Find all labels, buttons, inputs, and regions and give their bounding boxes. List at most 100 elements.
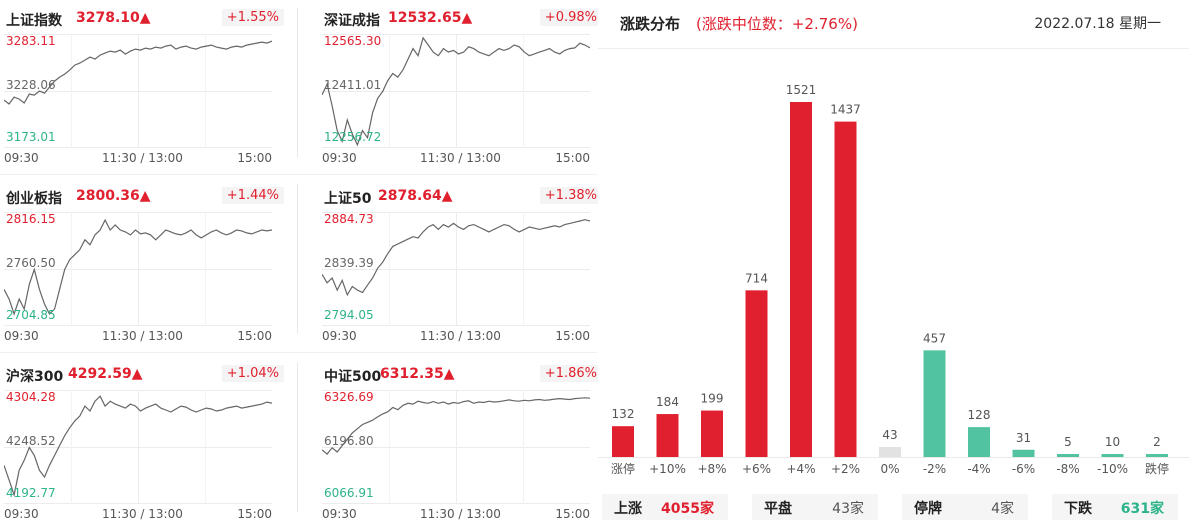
distribution-bar [612, 426, 634, 457]
summary-label: 上涨 [614, 501, 642, 517]
index-panel[interactable]: 上证50 2878.64▲ +1.38% 2884.73 2839.39 2794.05 0… [318, 178, 608, 354]
distribution-bar [834, 121, 857, 457]
axis-label-lo: 3173.01 [6, 130, 56, 144]
bar-value-label: 457 [923, 331, 946, 345]
time-label: 09:30 [322, 507, 357, 521]
index-name: 深证成指 [324, 13, 380, 29]
index-panels: 上证指数 3278.10▲ +1.55% 3283.11 3228.06 3173.01 0… [0, 0, 602, 523]
time-label: 09:30 [4, 329, 39, 343]
bar-value-label: 714 [745, 271, 768, 285]
bar-value-label: 132 [612, 407, 635, 421]
distribution-bar [879, 446, 901, 457]
summary-value: 4055家 [661, 501, 714, 517]
bar-category-label: +8% [697, 462, 726, 476]
index-header: 深证成指 12532.65▲ +0.98% [324, 9, 602, 30]
divider [297, 8, 298, 158]
distribution-bar [1012, 449, 1035, 457]
index-panel[interactable]: 沪深300 4292.59▲ +1.04% 4304.28 4248.52 4192.77… [0, 356, 290, 532]
axis-label-mid: 4248.52 [6, 434, 56, 448]
bar-value-label: 10 [1105, 435, 1120, 449]
distribution-panel: 涨跌分布 (涨跌中位数：+2.76%) 2022.07.18 星期一 132 涨停… [598, 0, 1189, 523]
index-panel[interactable]: 中证500 6312.35▲ +1.86% 6326.69 6196.80 6066.91… [318, 356, 608, 532]
axis-label-mid: 2839.39 [324, 256, 374, 270]
divider [0, 174, 597, 175]
axis-label-hi: 4304.28 [6, 390, 56, 404]
index-change-badge: +1.44% [221, 187, 284, 204]
distribution-bar [790, 102, 812, 457]
time-label: 11:30 / 13:00 [420, 329, 501, 343]
time-label: 15:00 [237, 151, 272, 165]
bar-category-label: -4% [967, 462, 990, 476]
axis-label-mid: 12411.01 [324, 78, 382, 92]
index-change-badge: +1.86% [539, 365, 602, 382]
bar-value-label: 199 [701, 392, 724, 406]
index-intraday-chart: 12565.30 12411.01 12256.72 [322, 34, 590, 148]
time-label: 15:00 [237, 329, 272, 343]
bar-category-label: +6% [742, 462, 771, 476]
index-panel[interactable]: 深证成指 12532.65▲ +0.98% 12565.30 12411.01 12256… [318, 0, 608, 176]
summary-value: 43家 [832, 501, 864, 517]
axis-label-hi: 2816.15 [6, 212, 56, 226]
summary-value: 631家 [1120, 501, 1164, 517]
time-label: 09:30 [4, 151, 39, 165]
time-axis: 09:30 11:30 / 13:00 15:00 [322, 151, 590, 167]
bar-category-label: +4% [786, 462, 815, 476]
bar-category-label: -8% [1056, 462, 1079, 476]
index-header: 中证500 6312.35▲ +1.86% [324, 365, 602, 386]
time-label: 09:30 [4, 507, 39, 521]
bar-value-label: 128 [968, 408, 991, 422]
axis-label-lo: 4192.77 [6, 486, 56, 500]
axis-label-lo: 12256.72 [324, 130, 382, 144]
bar-category-label: +10% [649, 462, 686, 476]
index-name: 中证500 [324, 369, 382, 385]
time-label: 11:30 / 13:00 [102, 151, 183, 165]
distribution-bar [701, 410, 723, 457]
time-label: 11:30 / 13:00 [420, 151, 501, 165]
summary-label: 平盘 [764, 501, 792, 517]
distribution-bar [1146, 454, 1168, 457]
divider [598, 48, 1189, 49]
index-header: 上证指数 3278.10▲ +1.55% [6, 9, 284, 30]
bar-value-label: 31 [1016, 431, 1031, 445]
axis-label-mid: 2760.50 [6, 256, 56, 270]
distribution-bar [745, 290, 768, 457]
axis-label-lo: 2704.85 [6, 308, 56, 322]
time-axis: 09:30 11:30 / 13:00 15:00 [4, 507, 272, 523]
divider [297, 362, 298, 512]
index-header: 创业板指 2800.36▲ +1.44% [6, 187, 284, 208]
axis-label-hi: 12565.30 [324, 34, 382, 48]
axis-label-lo: 2794.05 [324, 308, 374, 322]
index-header: 沪深300 4292.59▲ +1.04% [6, 365, 284, 386]
time-label: 11:30 / 13:00 [420, 507, 501, 521]
summary-item: 下跌 631家 [1052, 494, 1178, 520]
trade-date: 2022.07.18 星期一 [1034, 16, 1161, 32]
time-axis: 09:30 11:30 / 13:00 15:00 [4, 329, 272, 345]
bar-category-label: 跌停 [1145, 461, 1169, 476]
index-change-badge: +1.38% [539, 187, 602, 204]
distribution-bar-chart: 132 涨停 184 +10% 199 +8% 714 +6% 1521 +4% 1437 +2% 43… [598, 83, 1189, 476]
index-name: 上证50 [324, 191, 372, 207]
summary-item: 上涨 4055家 [602, 494, 728, 520]
distribution-bar [656, 414, 679, 457]
distribution-bar [1101, 454, 1124, 457]
time-label: 15:00 [555, 507, 590, 521]
index-price: 4292.59▲ [68, 366, 143, 382]
index-intraday-chart: 2884.73 2839.39 2794.05 [322, 212, 590, 326]
index-name: 上证指数 [6, 13, 62, 29]
axis-label-lo: 6066.91 [324, 486, 374, 500]
bar-category-label: -6% [1012, 462, 1035, 476]
index-panel[interactable]: 创业板指 2800.36▲ +1.44% 2816.15 2760.50 2704.85 0… [0, 178, 290, 354]
index-panel[interactable]: 上证指数 3278.10▲ +1.55% 3283.11 3228.06 3173.01 0… [0, 0, 290, 176]
index-intraday-chart: 3283.11 3228.06 3173.01 [4, 34, 272, 148]
price-line [322, 397, 590, 455]
time-label: 15:00 [555, 151, 590, 165]
index-price: 2878.64▲ [378, 188, 453, 204]
distribution-bar [923, 350, 946, 457]
distribution-title: 涨跌分布 [620, 15, 681, 33]
bar-category-label: +2% [831, 462, 860, 476]
bar-value-label: 184 [656, 395, 679, 409]
summary-item: 停牌 4家 [902, 494, 1028, 520]
bar-value-label: 5 [1064, 435, 1072, 449]
price-line [322, 219, 590, 297]
time-label: 15:00 [237, 507, 272, 521]
